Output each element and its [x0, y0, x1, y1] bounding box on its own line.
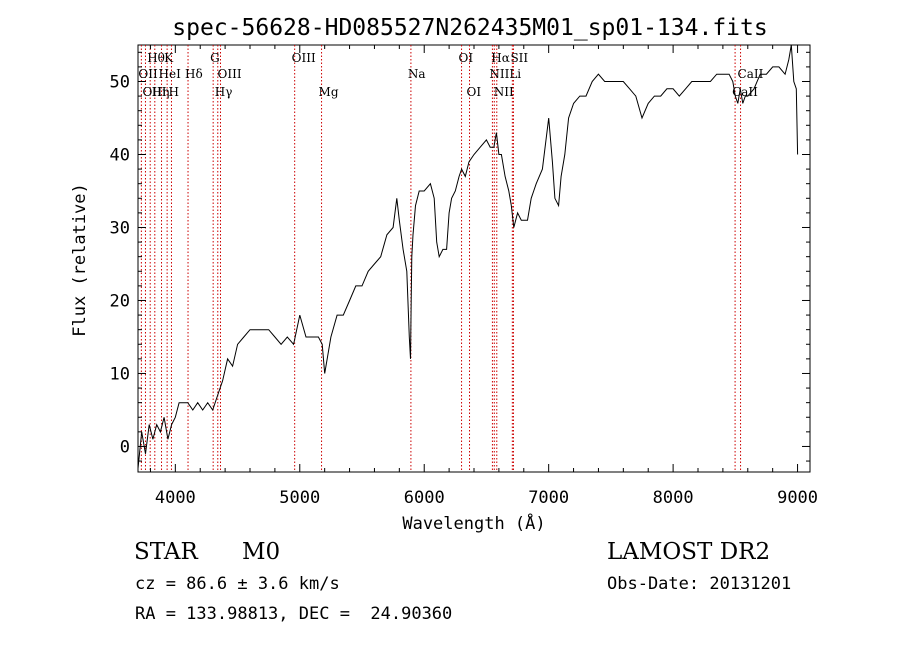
y-axis-label: Flux (relative): [70, 183, 90, 337]
x-tick-label: 5000: [279, 488, 320, 508]
spectral-line-label: Hδ: [185, 67, 203, 81]
spectral-line-label: G: [210, 51, 220, 65]
x-tick-label: 9000: [777, 488, 818, 508]
survey-label: LAMOST DR2: [607, 539, 771, 565]
x-tick-label: 7000: [528, 488, 569, 508]
spectral-line-label: K: [164, 51, 174, 65]
x-tick-label: 4000: [155, 488, 196, 508]
spectral-line-label: OIII: [218, 67, 242, 81]
class-label: STAR: [134, 539, 198, 565]
spectral-line-label: OIII: [142, 85, 166, 99]
obs-date-label: Obs-Date: 20131201: [607, 574, 792, 594]
spectral-line-label: Hα: [491, 51, 510, 65]
spectral-line-label: OII: [138, 67, 158, 81]
y-axis: 0 10 20 30 40 50: [110, 51, 810, 462]
x-tick-label: 8000: [653, 488, 694, 508]
plot-frame: [137, 44, 811, 473]
y-tick-label: 30: [110, 218, 130, 238]
spectral-line-labels: Hθ OII OIII K HeI Hη H Hδ G OIII Hγ OIII Mg Na OI OI Hα S…: [138, 51, 763, 99]
spectral-line-label: H: [168, 85, 178, 99]
x-axis: 4000 5000 6000 7000 8000 9000: [149, 45, 818, 508]
spectral-line-label: OIII: [292, 51, 316, 65]
spectral-line-label: Hη: [152, 85, 170, 99]
spectral-line-label: Na: [408, 67, 426, 81]
spectral-line-label: CaII: [732, 85, 758, 99]
coords-label: RA = 133.98813, DEC = 24.90360: [135, 604, 453, 624]
spectral-line-label: NII: [494, 85, 514, 99]
chart-title: spec-56628-HD085527N262435M01_sp01-134.f…: [172, 15, 767, 41]
cz-label: cz = 86.6 ± 3.6 km/s: [135, 574, 340, 594]
y-tick-label: 50: [110, 72, 130, 92]
spectral-line-label: OI: [467, 85, 482, 99]
spectral-line-label: OI: [459, 51, 474, 65]
spectral-line-label: Hθ: [147, 51, 165, 65]
spectral-line-label: Hγ: [215, 85, 233, 99]
spectral-marker-lines: [140, 45, 742, 472]
spectral-line-label: CaII: [738, 67, 764, 81]
y-tick-label: 40: [110, 145, 130, 165]
y-tick-label: 10: [110, 364, 130, 384]
spectral-line-label: Mg: [319, 85, 339, 99]
y-tick-label: 20: [110, 291, 130, 311]
spectrum-line: [137, 44, 799, 469]
spectral-line-label: SII: [510, 51, 528, 65]
spectral-line-label: NII: [489, 67, 509, 81]
x-axis-label: Wavelength (Å): [402, 512, 545, 534]
spectral-line-label: HeI: [159, 67, 182, 81]
spectral-line-label: Li: [509, 67, 521, 81]
subclass-label: M0: [242, 539, 281, 565]
x-tick-label: 6000: [404, 488, 445, 508]
y-tick-label: 0: [120, 437, 130, 457]
